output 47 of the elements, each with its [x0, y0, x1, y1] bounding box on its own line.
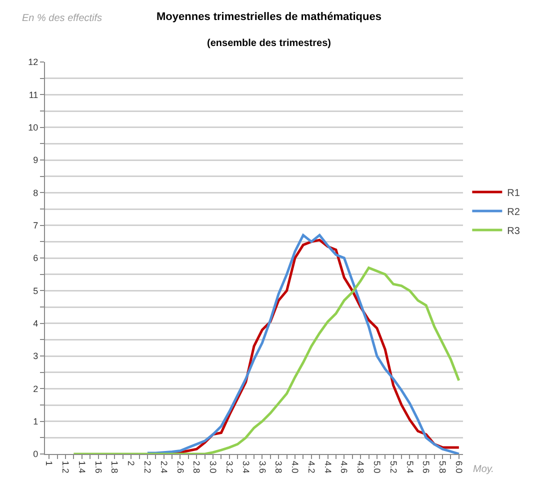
x-axis-title: Moy. — [473, 464, 494, 475]
y-tick-label: 9 — [33, 155, 38, 166]
x-tick-label: 3.8 — [274, 460, 284, 474]
y-tick-label: 6 — [33, 253, 38, 264]
y-tick-label: 1 — [33, 416, 38, 426]
line-series — [72, 266, 460, 454]
x-tick-label: 5.6 — [421, 460, 432, 474]
x-tick-label: 1.6 — [93, 460, 104, 474]
x-tick-label: 1.8 — [110, 460, 120, 474]
x-tick-label: 3.6 — [257, 460, 268, 474]
x-tick-label: 4.2 — [306, 460, 316, 474]
x-tick-label: 3.4 — [240, 460, 251, 474]
x-tick-label: 2.4 — [158, 460, 169, 474]
y-tick-label: 8 — [33, 188, 38, 198]
x-tick-label: 1.4 — [76, 460, 87, 474]
y-tick-label: 7 — [33, 220, 38, 230]
y-tick-label: 10 — [28, 122, 38, 132]
x-tick-label: 4.6 — [339, 460, 350, 474]
x-tick-label: 4.8 — [356, 460, 366, 474]
y-tick-label: 0 — [33, 449, 38, 460]
x-tick-label: 5.0 — [372, 460, 382, 474]
x-tick-label: 2 — [126, 460, 136, 466]
x-tick-label: 4.0 — [290, 460, 300, 474]
x-tick-label: 4.4 — [322, 460, 333, 474]
x-tick-label: 2.2 — [142, 460, 153, 474]
y-tick-label: 2 — [33, 384, 38, 394]
chart-subtitle: (ensemble des trimestres) — [207, 38, 331, 49]
x-tick-label: 2.6 — [175, 460, 186, 474]
x-tick-label: 5.2 — [388, 460, 398, 474]
x-tick-label: 5.4 — [404, 460, 415, 474]
legend-label: R3 — [507, 226, 520, 237]
x-tick-label: 3.2 — [224, 460, 234, 474]
y-tick-label: 5 — [33, 286, 38, 296]
chart-title: Moyennes trimestrielles de mathématiques — [156, 10, 382, 23]
y-tick-label: 4 — [33, 318, 38, 328]
x-tick-label: 6.0 — [454, 460, 464, 474]
x-tick-label: 1.2 — [60, 460, 71, 474]
y-tick-label: 3 — [33, 351, 38, 362]
legend-label: R2 — [507, 206, 520, 218]
y-axis-title: En % des effectifs — [22, 13, 102, 24]
x-tick-label: 1 — [44, 460, 54, 466]
y-tick-label: 11 — [28, 90, 38, 100]
legend-label: R1 — [507, 188, 520, 199]
x-tick-label: 5.8 — [438, 460, 448, 474]
y-tick-label: 12 — [28, 57, 38, 68]
x-tick-label: 3.0 — [208, 460, 218, 474]
x-tick-label: 2.8 — [192, 460, 202, 474]
